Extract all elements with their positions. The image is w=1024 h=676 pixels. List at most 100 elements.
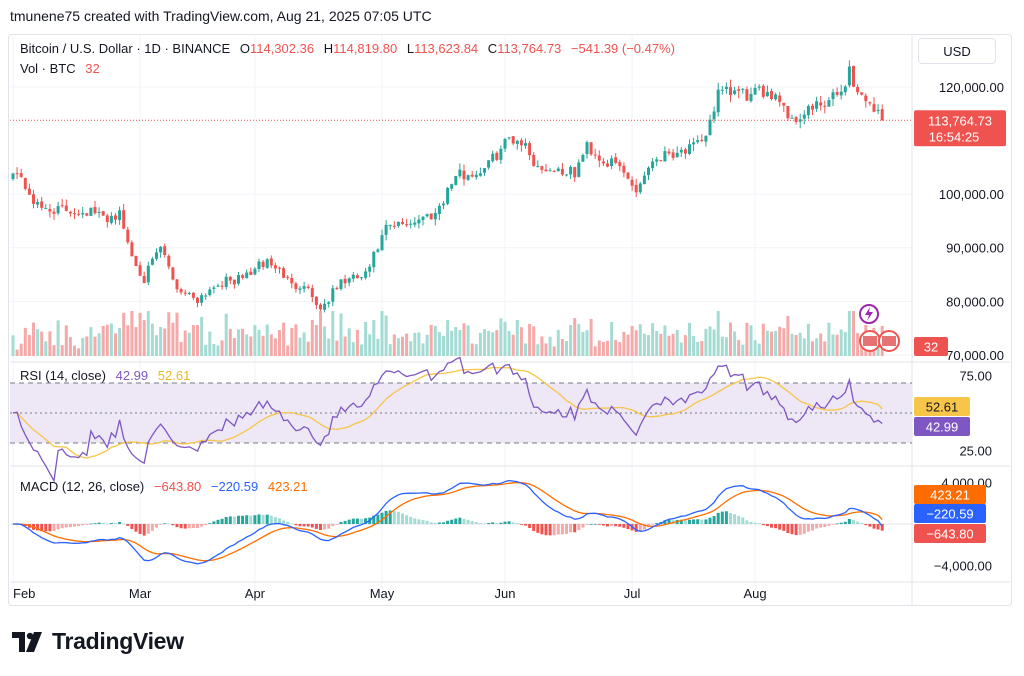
macd-histogram-bar [462, 518, 466, 524]
macd-histogram-bar [569, 524, 573, 533]
candle-body [167, 255, 171, 267]
macd-histogram-bar [265, 514, 269, 524]
volume-bar [831, 334, 835, 356]
candle-body [815, 101, 819, 109]
candle-body [860, 92, 864, 95]
candle-body [745, 89, 749, 101]
macd-histogram-bar [724, 511, 728, 524]
volume-bar [319, 311, 322, 356]
candle-body [843, 86, 847, 93]
volume-bar [794, 335, 798, 356]
volume-bar [688, 322, 691, 356]
candle-body [622, 165, 626, 173]
macd-histogram-bar [737, 515, 741, 524]
candle-body [421, 216, 425, 221]
tradingview-logo[interactable]: TradingView [12, 628, 184, 655]
volume-bar [786, 315, 790, 356]
candle-body [770, 90, 773, 99]
candle-body [782, 102, 786, 106]
candle-body [528, 143, 532, 156]
macd-histogram-bar [171, 524, 175, 526]
candle-body [548, 170, 552, 172]
volume-bar [589, 318, 593, 356]
candle-body [364, 271, 368, 278]
currency-button[interactable]: USD [918, 38, 996, 64]
candle-body [442, 203, 445, 206]
macd-histogram-bar [437, 522, 441, 524]
macd-histogram-bar [442, 522, 445, 524]
candle-body [392, 225, 396, 227]
volume-bar [409, 341, 413, 356]
candle-body [253, 268, 257, 275]
volume-bar [852, 311, 855, 356]
macd-histogram-bar [294, 524, 298, 526]
candle-body [835, 92, 839, 95]
macd-signal-badge-text: 423.21 [930, 488, 970, 503]
candle-body [343, 278, 347, 284]
candle-body [114, 215, 117, 220]
macd-histogram-bar [679, 519, 683, 524]
volume-bar [323, 326, 327, 356]
price-tick-label: 120,000.00 [939, 80, 1004, 95]
candle-body [331, 288, 335, 302]
event-icons[interactable] [859, 304, 900, 352]
macd-histogram-bar [519, 524, 523, 525]
volume-bar [187, 332, 191, 356]
volume-bar [56, 320, 60, 356]
chart-frame [8, 34, 1012, 606]
macd-histogram-bar [770, 524, 773, 528]
volume-bar [515, 320, 519, 356]
candle-body [146, 265, 150, 283]
macd-histogram-bar [614, 524, 618, 527]
macd-histogram-bar [81, 524, 85, 526]
volume-bar [401, 336, 404, 356]
volume-bar [778, 326, 782, 356]
macd-histogram-bar [663, 520, 667, 524]
macd-histogram-bar [712, 516, 716, 524]
candle-body [778, 95, 782, 103]
macd-histogram-bar [745, 520, 749, 524]
volume-bar [208, 331, 212, 356]
volume-bar [105, 324, 109, 356]
low-value: 113,623.84 [414, 41, 478, 56]
candle-body [741, 88, 745, 90]
candle-body [802, 114, 806, 119]
macd-histogram-bar [396, 511, 400, 524]
candle-body [48, 208, 52, 212]
volume-bar [355, 329, 359, 356]
macd-histogram-bar [692, 519, 696, 524]
volume-bar [114, 333, 117, 356]
macd-histogram-bar [782, 524, 786, 531]
rsi-ma-line [12, 366, 883, 459]
candle-body [56, 206, 60, 214]
volume-bar [294, 324, 298, 356]
macd-title: MACD (12, 26, close) [20, 479, 144, 494]
macd-tick-label: −4,000.00 [934, 559, 992, 574]
candle-body [228, 276, 232, 281]
candle-body [806, 105, 810, 116]
candle-body [171, 267, 175, 280]
macd-histogram-bar [73, 524, 76, 527]
candle-body [712, 111, 716, 120]
macd-histogram-bar [540, 524, 544, 535]
macd-histogram-bar [794, 524, 798, 536]
candle-body [761, 85, 765, 97]
volume-bar [314, 325, 318, 356]
candle-body [388, 225, 392, 227]
candle-body [618, 162, 622, 167]
macd-histogram-bar [261, 514, 265, 524]
candle-body [396, 221, 400, 226]
macd-line-badge-text: −220.59 [926, 507, 973, 522]
close-label: C [488, 41, 497, 56]
macd-histogram-bar [802, 524, 806, 534]
macd-histogram-bar [196, 524, 199, 528]
macd-histogram-bar [253, 515, 257, 524]
macd-histogram-bar [589, 523, 593, 525]
symbol-title[interactable]: Bitcoin / U.S. Dollar · 1D · BINANCE [20, 41, 231, 56]
volume-bar [216, 345, 220, 356]
rsi-ma-badge: 52.61 [914, 397, 970, 416]
macd-histogram-bar [872, 524, 876, 529]
candle-body [232, 279, 236, 285]
volume-bar [610, 322, 614, 356]
